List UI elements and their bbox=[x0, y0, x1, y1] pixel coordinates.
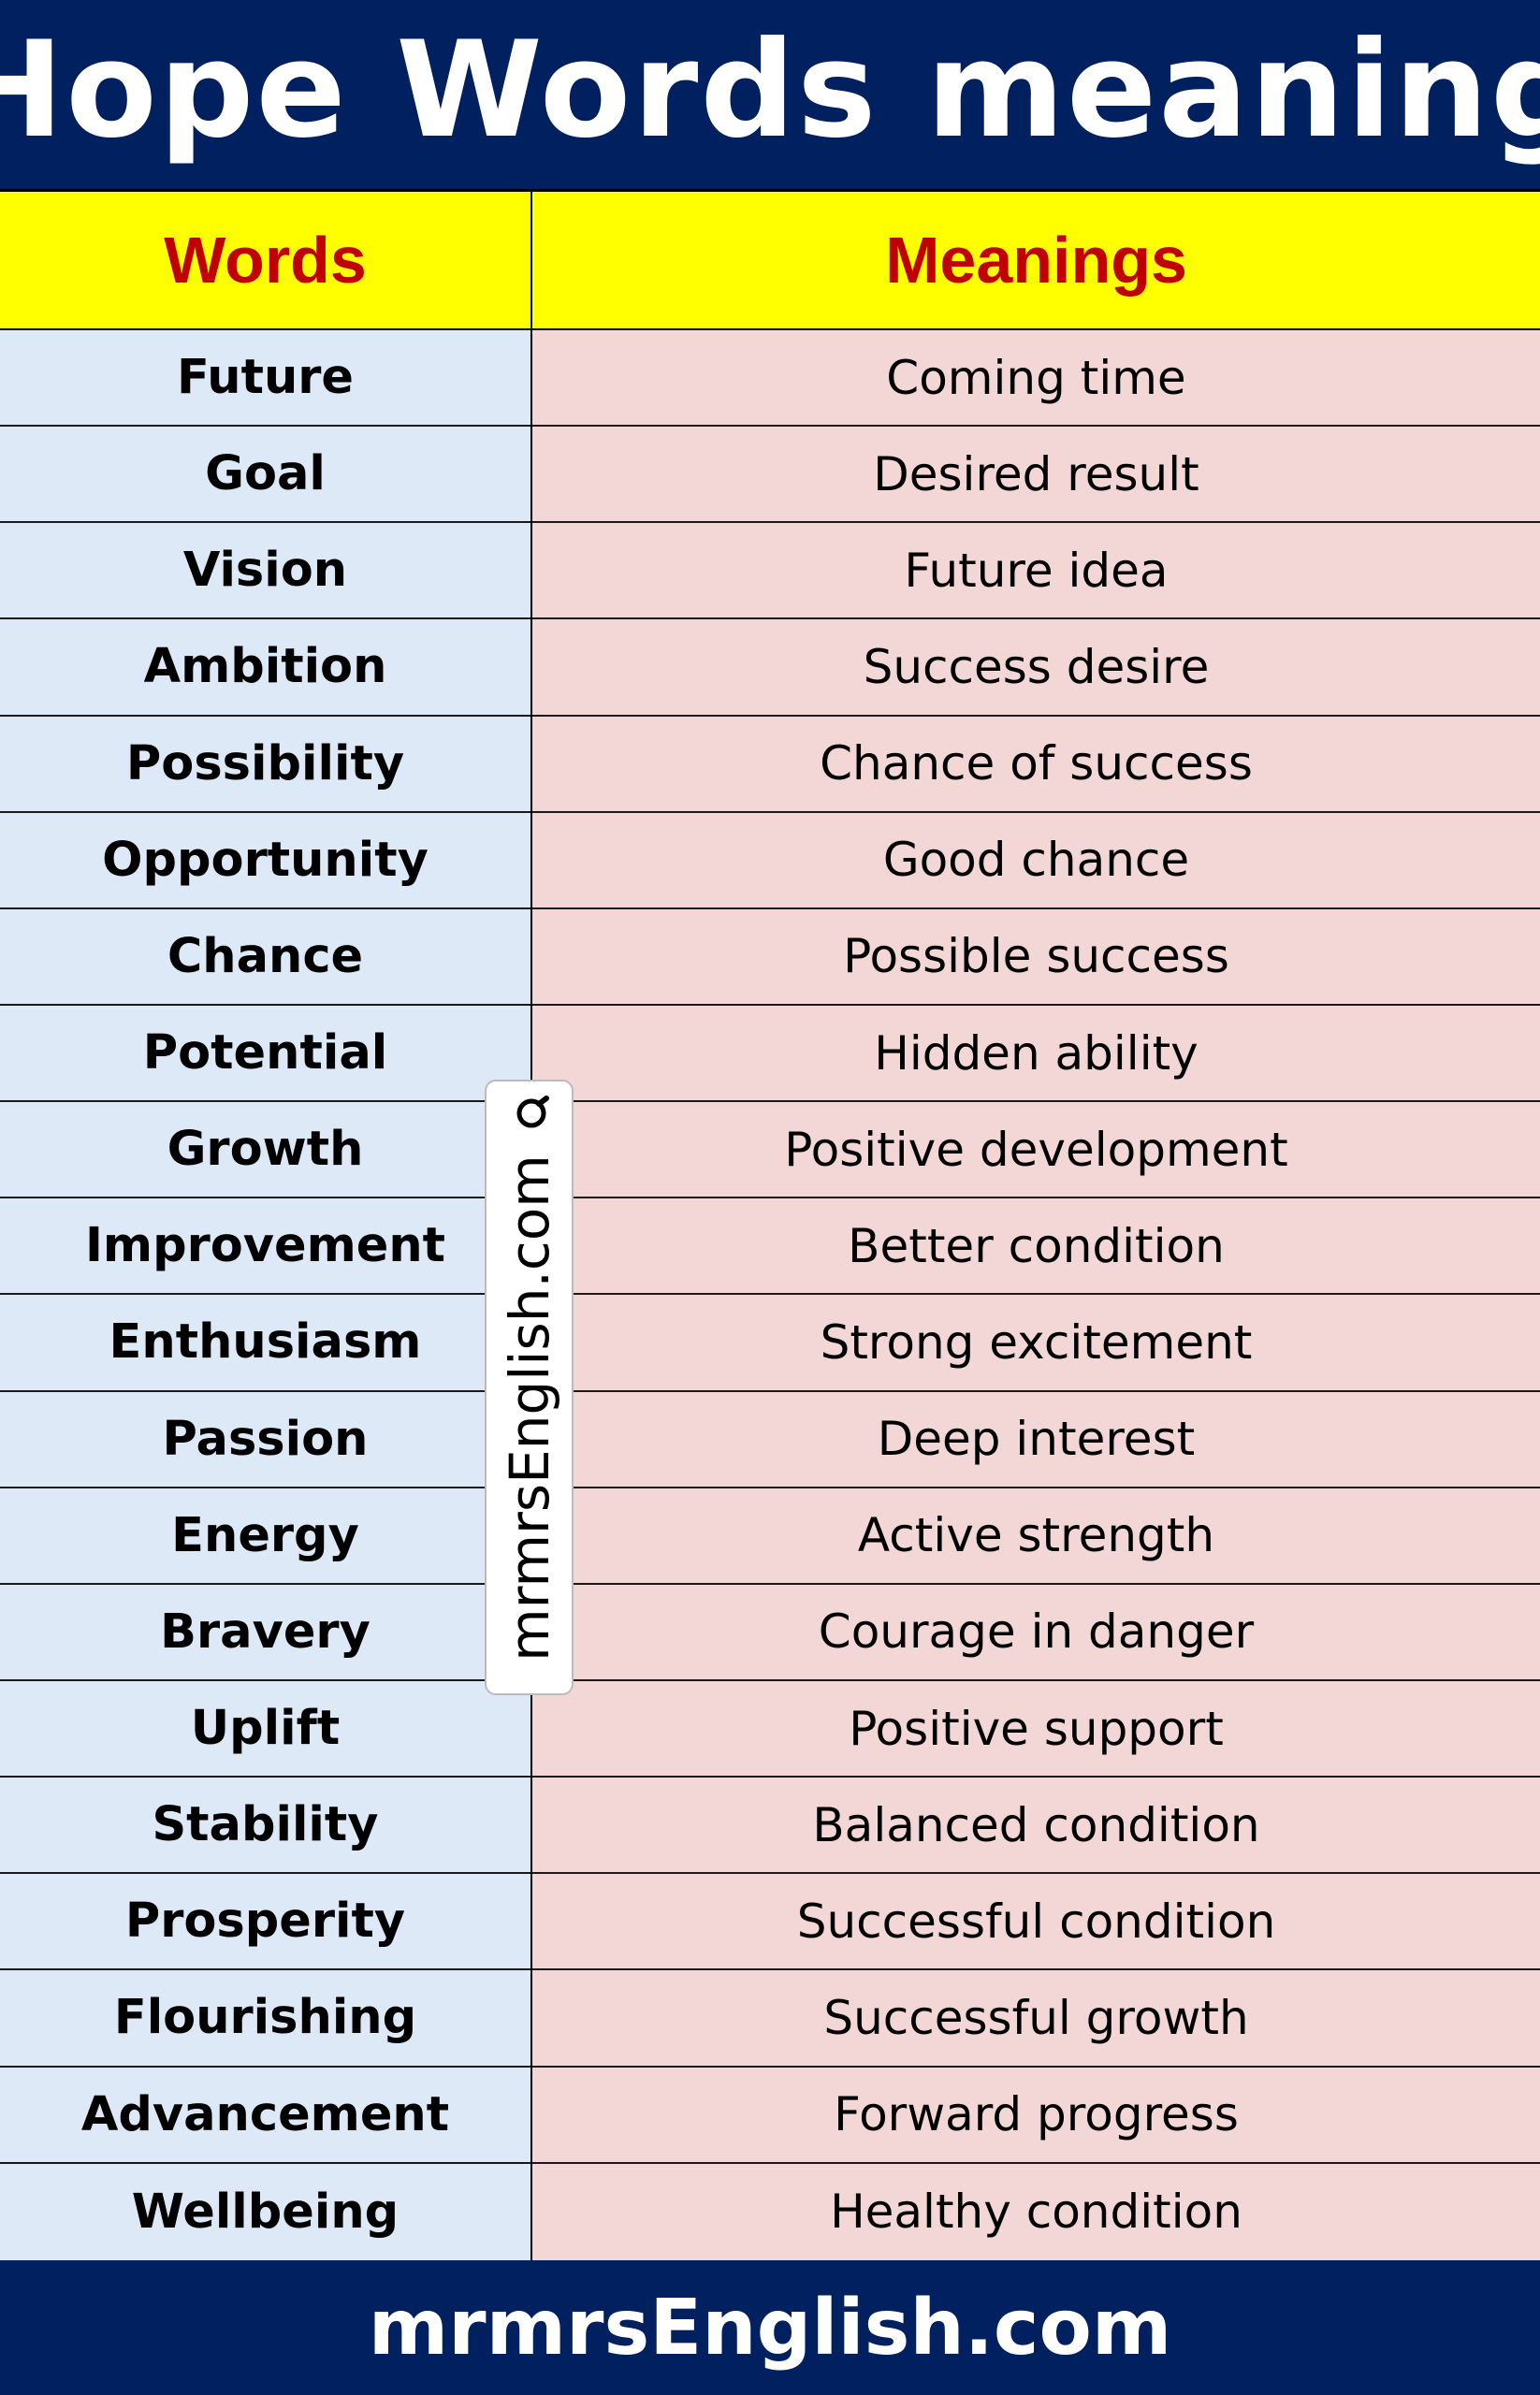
meaning-cell: Better condition bbox=[532, 1198, 1540, 1294]
word-cell: Wellbeing bbox=[0, 2163, 530, 2260]
meaning-cell: Strong excitement bbox=[532, 1295, 1540, 1390]
table-row: Energy Active strength bbox=[0, 1488, 1540, 1585]
meaning-cell: Deep interest bbox=[532, 1391, 1540, 1487]
watermark-text: mrmrsEnglish.com bbox=[497, 1154, 561, 1662]
watermark-badge: mrmrsEnglish.com bbox=[485, 1080, 574, 1695]
table-row: Goal Desired result bbox=[0, 427, 1540, 524]
meaning-cell: Future idea bbox=[532, 523, 1540, 618]
magnifier-icon bbox=[516, 1096, 549, 1128]
meaning-cell: Successful growth bbox=[532, 1970, 1540, 2066]
word-cell: Potential bbox=[0, 1005, 530, 1101]
table-row: Wellbeing Healthy condition bbox=[0, 2163, 1540, 2260]
meaning-cell: Healthy condition bbox=[532, 2163, 1540, 2260]
word-cell: Future bbox=[0, 330, 530, 426]
meaning-cell: Positive support bbox=[532, 1680, 1540, 1777]
page-title: Hope Words meaning bbox=[0, 13, 1540, 167]
table-body: Future Coming time Goal Desired result Visio… bbox=[0, 330, 1540, 2260]
word-cell: Opportunity bbox=[0, 812, 530, 907]
meaning-cell: Chance of success bbox=[532, 716, 1540, 811]
table-row: Vision Future idea bbox=[0, 523, 1540, 620]
table-row: Improvement Better condition bbox=[0, 1198, 1540, 1296]
word-cell: Uplift bbox=[0, 1680, 530, 1777]
table-row: Uplift Positive support bbox=[0, 1680, 1540, 1778]
meaning-cell: Possible success bbox=[532, 908, 1540, 1004]
meaning-cell: Courage in danger bbox=[532, 1584, 1540, 1679]
meaning-cell: Positive development bbox=[532, 1102, 1540, 1198]
footer-banner: mrmrsEnglish.com bbox=[0, 2260, 1540, 2395]
table-row: Bravery Courage in danger bbox=[0, 1584, 1540, 1681]
word-cell: Passion bbox=[0, 1391, 530, 1487]
meaning-cell: Active strength bbox=[532, 1488, 1540, 1583]
word-cell: Flourishing bbox=[0, 1970, 530, 2066]
table-row: Prosperity Successful condition bbox=[0, 1874, 1540, 1971]
footer-website[interactable]: mrmrsEnglish.com bbox=[368, 2283, 1172, 2373]
table-row: Flourishing Successful growth bbox=[0, 1970, 1540, 2068]
meaning-cell: Successful condition bbox=[532, 1874, 1540, 1969]
title-banner: Hope Words meaning bbox=[0, 0, 1540, 192]
table-row: Potential Hidden ability bbox=[0, 1005, 1540, 1103]
word-cell: Vision bbox=[0, 523, 530, 618]
word-cell: Chance bbox=[0, 908, 530, 1004]
word-cell: Possibility bbox=[0, 716, 530, 811]
word-cell: Advancement bbox=[0, 2067, 530, 2162]
vocabulary-table: Words Meanings Future Coming time Goal Desi… bbox=[0, 192, 1540, 2260]
header-words: Words bbox=[164, 224, 367, 297]
table-row: Opportunity Good chance bbox=[0, 812, 1540, 909]
word-cell: Enthusiasm bbox=[0, 1295, 530, 1390]
meaning-cell: Desired result bbox=[532, 427, 1540, 522]
word-cell: Improvement bbox=[0, 1198, 530, 1294]
meaning-cell: Forward progress bbox=[532, 2067, 1540, 2162]
table-row: Advancement Forward progress bbox=[0, 2067, 1540, 2164]
table-row: Growth Positive development bbox=[0, 1102, 1540, 1199]
word-cell: Goal bbox=[0, 427, 530, 522]
table-row: Enthusiasm Strong excitement bbox=[0, 1295, 1540, 1392]
word-cell: Ambition bbox=[0, 619, 530, 715]
table-header-row: Words Meanings bbox=[0, 192, 1540, 330]
word-cell: Stability bbox=[0, 1778, 530, 1873]
meaning-cell: Balanced condition bbox=[532, 1778, 1540, 1873]
header-meanings: Meanings bbox=[885, 224, 1187, 297]
word-cell: Bravery bbox=[0, 1584, 530, 1679]
meaning-cell: Hidden ability bbox=[532, 1005, 1540, 1101]
meaning-cell: Success desire bbox=[532, 619, 1540, 715]
table-row: Possibility Chance of success bbox=[0, 716, 1540, 813]
table-row: Chance Possible success bbox=[0, 908, 1540, 1006]
meaning-cell: Coming time bbox=[532, 330, 1540, 426]
table-row: Stability Balanced condition bbox=[0, 1778, 1540, 1875]
table-row: Future Coming time bbox=[0, 330, 1540, 428]
word-cell: Prosperity bbox=[0, 1874, 530, 1969]
table-row: Passion Deep interest bbox=[0, 1391, 1540, 1488]
word-cell: Energy bbox=[0, 1488, 530, 1583]
table-row: Ambition Success desire bbox=[0, 619, 1540, 717]
meaning-cell: Good chance bbox=[532, 812, 1540, 907]
word-cell: Growth bbox=[0, 1102, 530, 1198]
